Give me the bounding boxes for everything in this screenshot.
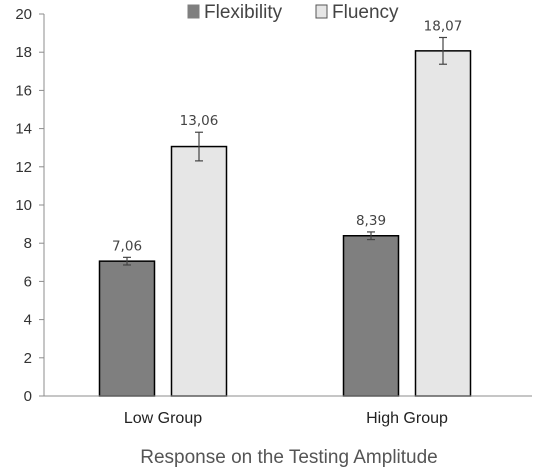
y-tick-label: 20 bbox=[15, 6, 32, 23]
legend: Flexibility Fluency bbox=[187, 2, 399, 23]
y-tick-label: 16 bbox=[15, 82, 32, 99]
legend-label-flexibility: Flexibility bbox=[204, 2, 283, 23]
data-label-flexibility-high-group: 8,39 bbox=[356, 213, 386, 229]
y-tick-label: 8 bbox=[24, 235, 32, 252]
error-bar-fluency-low-group bbox=[195, 131, 203, 162]
legend-swatch-flexibility bbox=[187, 4, 200, 19]
error-bar-flexibility-low-group bbox=[123, 256, 131, 266]
data-label-fluency-high-group: 18,07 bbox=[424, 18, 463, 34]
x-tick-label-high-group: High Group bbox=[366, 410, 448, 427]
y-tick-label: 12 bbox=[15, 159, 32, 176]
error-bar-flexibility-high-group bbox=[367, 231, 375, 241]
y-axis: 0 2 4 6 8 10 12 14 16 18 20 bbox=[15, 6, 45, 405]
x-axis-title: Response on the Testing Amplitude bbox=[140, 447, 438, 468]
x-tick-label-low-group: Low Group bbox=[124, 410, 202, 427]
legend-item-fluency: Fluency bbox=[315, 2, 399, 23]
y-tick-label: 14 bbox=[15, 121, 32, 138]
x-axis: Low Group High Group bbox=[44, 395, 532, 427]
data-label-flexibility-low-group: 7,06 bbox=[112, 238, 142, 254]
y-tick-label: 6 bbox=[24, 273, 32, 290]
y-tick-label: 18 bbox=[15, 44, 32, 61]
bars: 7,06 13,06 8,39 18,07 bbox=[98, 18, 472, 397]
data-label-fluency-low-group: 13,06 bbox=[180, 113, 219, 129]
bar-fluency-high-group bbox=[414, 50, 472, 397]
y-tick-label: 0 bbox=[24, 388, 32, 405]
y-tick-label: 10 bbox=[15, 197, 32, 214]
y-tick-label: 2 bbox=[24, 350, 32, 367]
bar-flexibility-high-group bbox=[342, 235, 400, 397]
legend-item-flexibility: Flexibility bbox=[187, 2, 283, 23]
bar-flexibility-low-group bbox=[98, 260, 156, 397]
y-tick-label: 4 bbox=[24, 312, 32, 329]
legend-swatch-fluency bbox=[315, 4, 328, 19]
bar-fluency-low-group bbox=[170, 145, 228, 397]
legend-label-fluency: Fluency bbox=[332, 2, 399, 23]
error-bar-fluency-high-group bbox=[439, 36, 447, 65]
